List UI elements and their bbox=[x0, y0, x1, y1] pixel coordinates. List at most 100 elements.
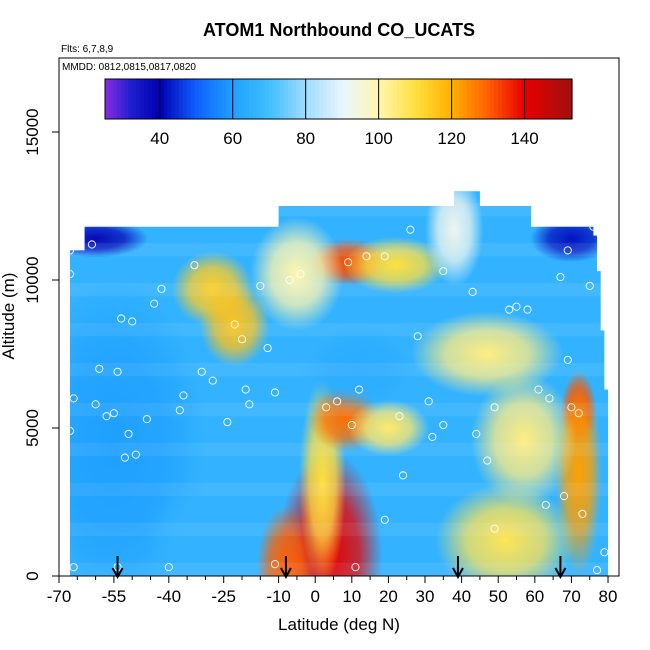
arrow-head bbox=[280, 567, 292, 580]
sample-point bbox=[208, 376, 217, 385]
colorbar-cell bbox=[124, 79, 129, 119]
chart-title: ATOM1 Northbound CO_UCATS bbox=[203, 20, 475, 40]
sample-point bbox=[523, 305, 532, 314]
sample-point bbox=[600, 548, 609, 557]
sample-point bbox=[131, 450, 140, 459]
colorbar-cell bbox=[276, 79, 281, 119]
colorbar-cell bbox=[221, 79, 227, 119]
colorbar-cell bbox=[466, 79, 472, 119]
y-tick-label: 5000 bbox=[23, 409, 42, 447]
heat-band bbox=[69, 442, 609, 457]
colorbar-cell bbox=[206, 79, 211, 119]
colorbar-cell bbox=[396, 79, 402, 119]
colorbar-cell bbox=[136, 79, 141, 119]
sample-point bbox=[256, 216, 265, 225]
colorbar-cell bbox=[408, 79, 414, 119]
sample-point bbox=[545, 394, 554, 403]
colorbar-cell bbox=[346, 79, 351, 119]
sample-point bbox=[142, 415, 151, 424]
heat-band bbox=[69, 322, 609, 337]
colorbar-cell bbox=[470, 79, 476, 119]
x-axis-title: Latitude (deg N) bbox=[278, 615, 400, 634]
sample-point bbox=[102, 412, 111, 421]
colorbar-cell bbox=[486, 79, 491, 119]
sample-point bbox=[439, 267, 448, 276]
heat-band bbox=[69, 402, 609, 417]
colorbar-cell bbox=[540, 79, 546, 119]
colorbar-cell bbox=[241, 79, 246, 119]
sample-point bbox=[574, 409, 583, 418]
colorbar-tick-label: 40 bbox=[150, 129, 169, 148]
colorbar-cell bbox=[143, 79, 149, 119]
colorbar-cell bbox=[525, 79, 530, 119]
colorbar-cell bbox=[389, 79, 394, 119]
colorbar-cell bbox=[120, 79, 126, 119]
heat-feature bbox=[347, 399, 430, 457]
sample-point bbox=[263, 344, 272, 353]
colorbar-cell bbox=[350, 79, 355, 119]
sample-point bbox=[490, 524, 499, 533]
sample-point bbox=[556, 272, 565, 282]
colorbar-cell bbox=[416, 79, 421, 119]
colorbar-cell bbox=[474, 79, 480, 119]
heatmap-field bbox=[69, 191, 609, 576]
colorbar-cell bbox=[490, 79, 495, 119]
colorbar-cell bbox=[494, 79, 499, 119]
sample-point bbox=[406, 225, 415, 234]
heat-feature bbox=[146, 478, 264, 576]
colorbar-cell bbox=[252, 79, 258, 119]
x-tick-label: 40 bbox=[452, 587, 471, 606]
heat-feature bbox=[300, 326, 418, 412]
heat-feature bbox=[435, 483, 576, 576]
sample-point bbox=[197, 367, 206, 376]
heat-feature bbox=[425, 191, 484, 287]
sample-point bbox=[69, 563, 78, 572]
colorbar-cell bbox=[365, 79, 371, 119]
colorbar-cell bbox=[326, 79, 332, 119]
sample-point bbox=[95, 364, 104, 373]
x-tick-label: -70 bbox=[47, 587, 72, 606]
heat-band bbox=[69, 482, 609, 497]
colorbar-cell bbox=[501, 79, 507, 119]
colorbar-cell bbox=[330, 79, 336, 119]
x-tick-label: 10 bbox=[342, 587, 361, 606]
sample-point bbox=[270, 560, 279, 569]
colorbar-cell bbox=[385, 79, 390, 119]
colorbar-cell bbox=[451, 79, 456, 119]
sample-point bbox=[351, 563, 360, 572]
colorbar-cell bbox=[280, 79, 285, 119]
sample-point bbox=[91, 400, 100, 409]
colorbar-tick-label: 120 bbox=[437, 129, 465, 148]
sample-point bbox=[589, 222, 598, 231]
sample-point bbox=[113, 367, 122, 376]
colorbar-cell bbox=[128, 79, 133, 119]
colorbar-cell bbox=[322, 79, 328, 119]
sample-point bbox=[380, 515, 389, 524]
sample-point bbox=[344, 258, 353, 267]
heat-band bbox=[69, 522, 609, 537]
colorbar-cell bbox=[548, 79, 554, 119]
colorbar-cell bbox=[264, 79, 270, 119]
colorbar: 40 60 80 100 120 140 bbox=[104, 78, 573, 148]
sample-point bbox=[413, 332, 422, 341]
x-tick-label: 50 bbox=[489, 587, 508, 606]
sample-point bbox=[65, 270, 75, 279]
colorbar-cell bbox=[443, 79, 449, 119]
sample-point bbox=[563, 355, 572, 364]
colorbar-cell bbox=[338, 79, 343, 119]
colorbar-tick-label: 140 bbox=[510, 129, 538, 148]
sample-point bbox=[179, 391, 188, 400]
colorbar-cell bbox=[564, 79, 569, 119]
colorbar-cell bbox=[373, 79, 379, 119]
colorbar-cell bbox=[369, 79, 375, 119]
heat-feature bbox=[199, 281, 270, 368]
colorbar-cell bbox=[560, 79, 565, 119]
x-tick-label: 80 bbox=[599, 587, 618, 606]
colorbar-cell bbox=[311, 79, 316, 119]
sample-point bbox=[124, 429, 133, 438]
sample-point bbox=[424, 397, 433, 406]
sample-point bbox=[164, 563, 173, 572]
colorbar-cell bbox=[295, 79, 301, 119]
colorbar-cell bbox=[428, 79, 433, 119]
colorbar-cell bbox=[307, 79, 312, 119]
